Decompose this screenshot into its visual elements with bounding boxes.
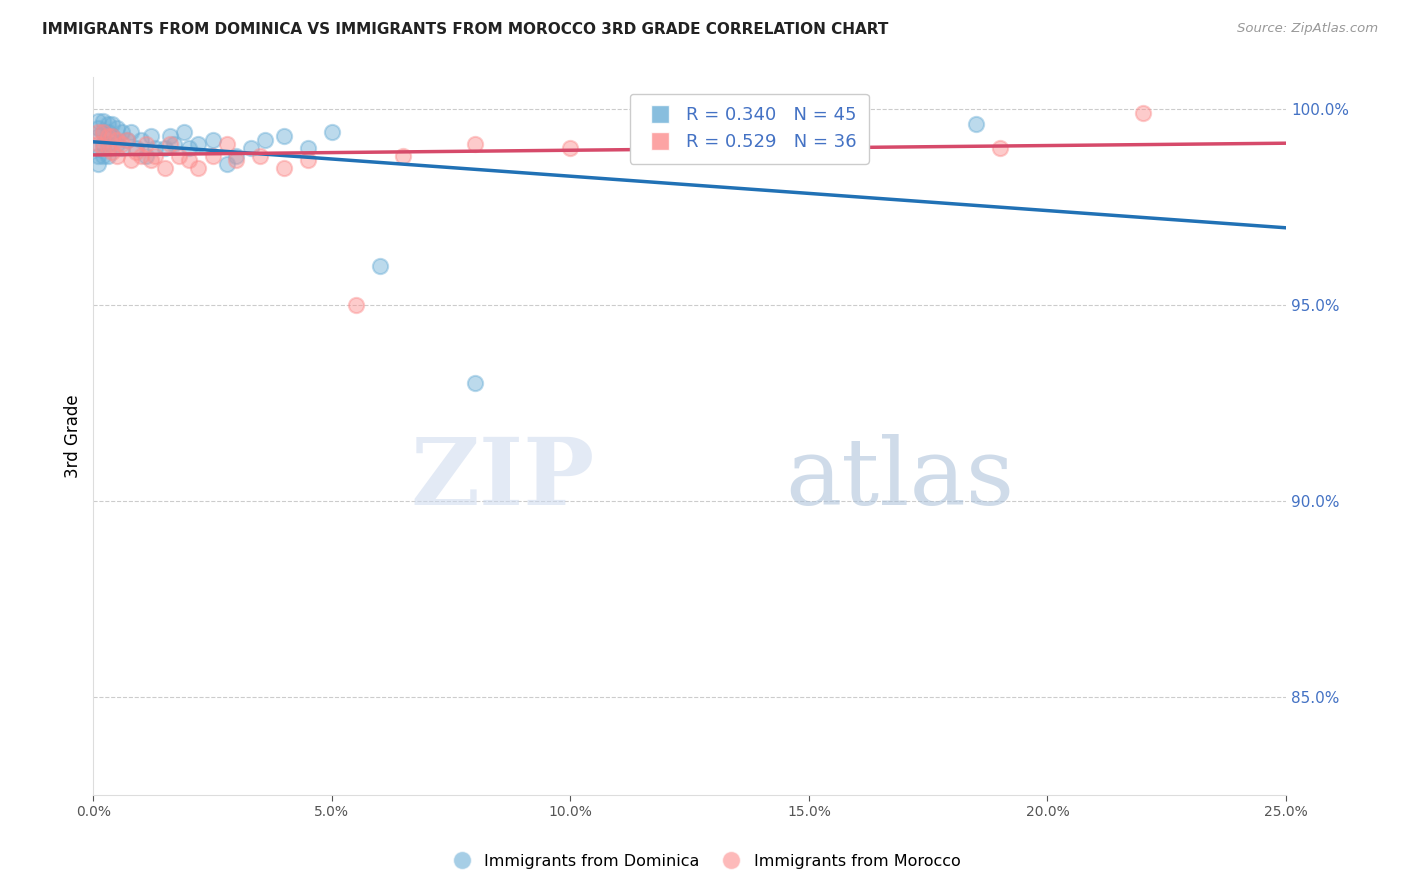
Point (139, 153, 162, 167)
Text: Source: ZipAtlas.com: Source: ZipAtlas.com (1237, 22, 1378, 36)
Point (297, 153, 319, 167)
Point (702, 125, 724, 139)
Point (101, 129, 124, 144)
Point (173, 125, 195, 139)
Point (125, 145, 148, 159)
Point (87, 137, 110, 152)
Point (988, 141, 1011, 155)
Point (91, 125, 114, 139)
Point (153, 161, 176, 175)
Point (97, 137, 120, 152)
Point (91, 137, 114, 152)
Point (153, 141, 176, 155)
Point (91, 125, 114, 139)
Text: ZIP: ZIP (411, 434, 595, 524)
Point (464, 376, 486, 391)
Point (254, 133, 277, 147)
Point (111, 125, 134, 139)
Point (125, 141, 148, 155)
Point (105, 149, 128, 163)
Point (105, 133, 128, 147)
Point (111, 141, 134, 155)
Point (560, 141, 582, 155)
Point (105, 121, 128, 136)
Point (87, 149, 110, 163)
Point (97, 129, 120, 144)
Point (87, 156, 110, 170)
Point (187, 161, 209, 175)
Point (201, 133, 224, 147)
Point (201, 149, 224, 163)
Point (464, 137, 486, 152)
Point (115, 133, 138, 147)
Point (965, 118, 987, 132)
Point (215, 137, 238, 152)
Point (215, 156, 238, 170)
Text: IMMIGRANTS FROM DOMINICA VS IMMIGRANTS FROM MOROCCO 3RD GRADE CORRELATION CHART: IMMIGRANTS FROM DOMINICA VS IMMIGRANTS F… (42, 22, 889, 37)
Point (1132, 105, 1154, 120)
Point (87, 125, 110, 139)
Point (344, 298, 367, 312)
Point (105, 137, 128, 152)
Point (91, 149, 114, 163)
Point (101, 129, 124, 144)
Point (87, 113, 110, 128)
Point (187, 137, 209, 152)
Point (129, 133, 152, 147)
Point (87, 121, 110, 136)
Point (159, 129, 181, 144)
Point (139, 129, 162, 144)
Point (273, 161, 295, 175)
Point (121, 153, 143, 167)
Point (97, 141, 120, 155)
Point (167, 149, 190, 163)
Point (111, 137, 134, 152)
Point (225, 149, 247, 163)
Point (91, 113, 114, 128)
Point (135, 149, 157, 163)
Point (249, 149, 271, 163)
Point (321, 125, 343, 139)
Point (163, 137, 186, 152)
Point (91, 141, 114, 155)
Point (121, 125, 143, 139)
Point (97, 125, 120, 139)
Point (143, 149, 166, 163)
Point (177, 141, 200, 155)
Point (101, 118, 124, 132)
Point (297, 141, 319, 155)
Point (135, 137, 157, 152)
Y-axis label: 3rd Grade: 3rd Grade (65, 394, 82, 478)
Legend: R = 0.340   N = 45, R = 0.529   N = 36: R = 0.340 N = 45, R = 0.529 N = 36 (630, 94, 869, 164)
Point (101, 145, 124, 159)
Point (392, 149, 415, 163)
Legend: Immigrants from Dominica, Immigrants from Morocco: Immigrants from Dominica, Immigrants fro… (439, 847, 967, 875)
Point (115, 133, 138, 147)
Point (177, 153, 200, 167)
Point (225, 153, 247, 167)
Point (655, 141, 678, 155)
Point (87, 141, 110, 155)
Point (159, 137, 181, 152)
Point (97, 118, 120, 132)
Point (97, 149, 120, 163)
Point (87, 129, 110, 144)
Text: atlas: atlas (785, 434, 1014, 524)
Point (143, 141, 166, 155)
Point (368, 259, 391, 273)
Point (129, 149, 152, 163)
Point (273, 129, 295, 144)
Point (239, 141, 262, 155)
